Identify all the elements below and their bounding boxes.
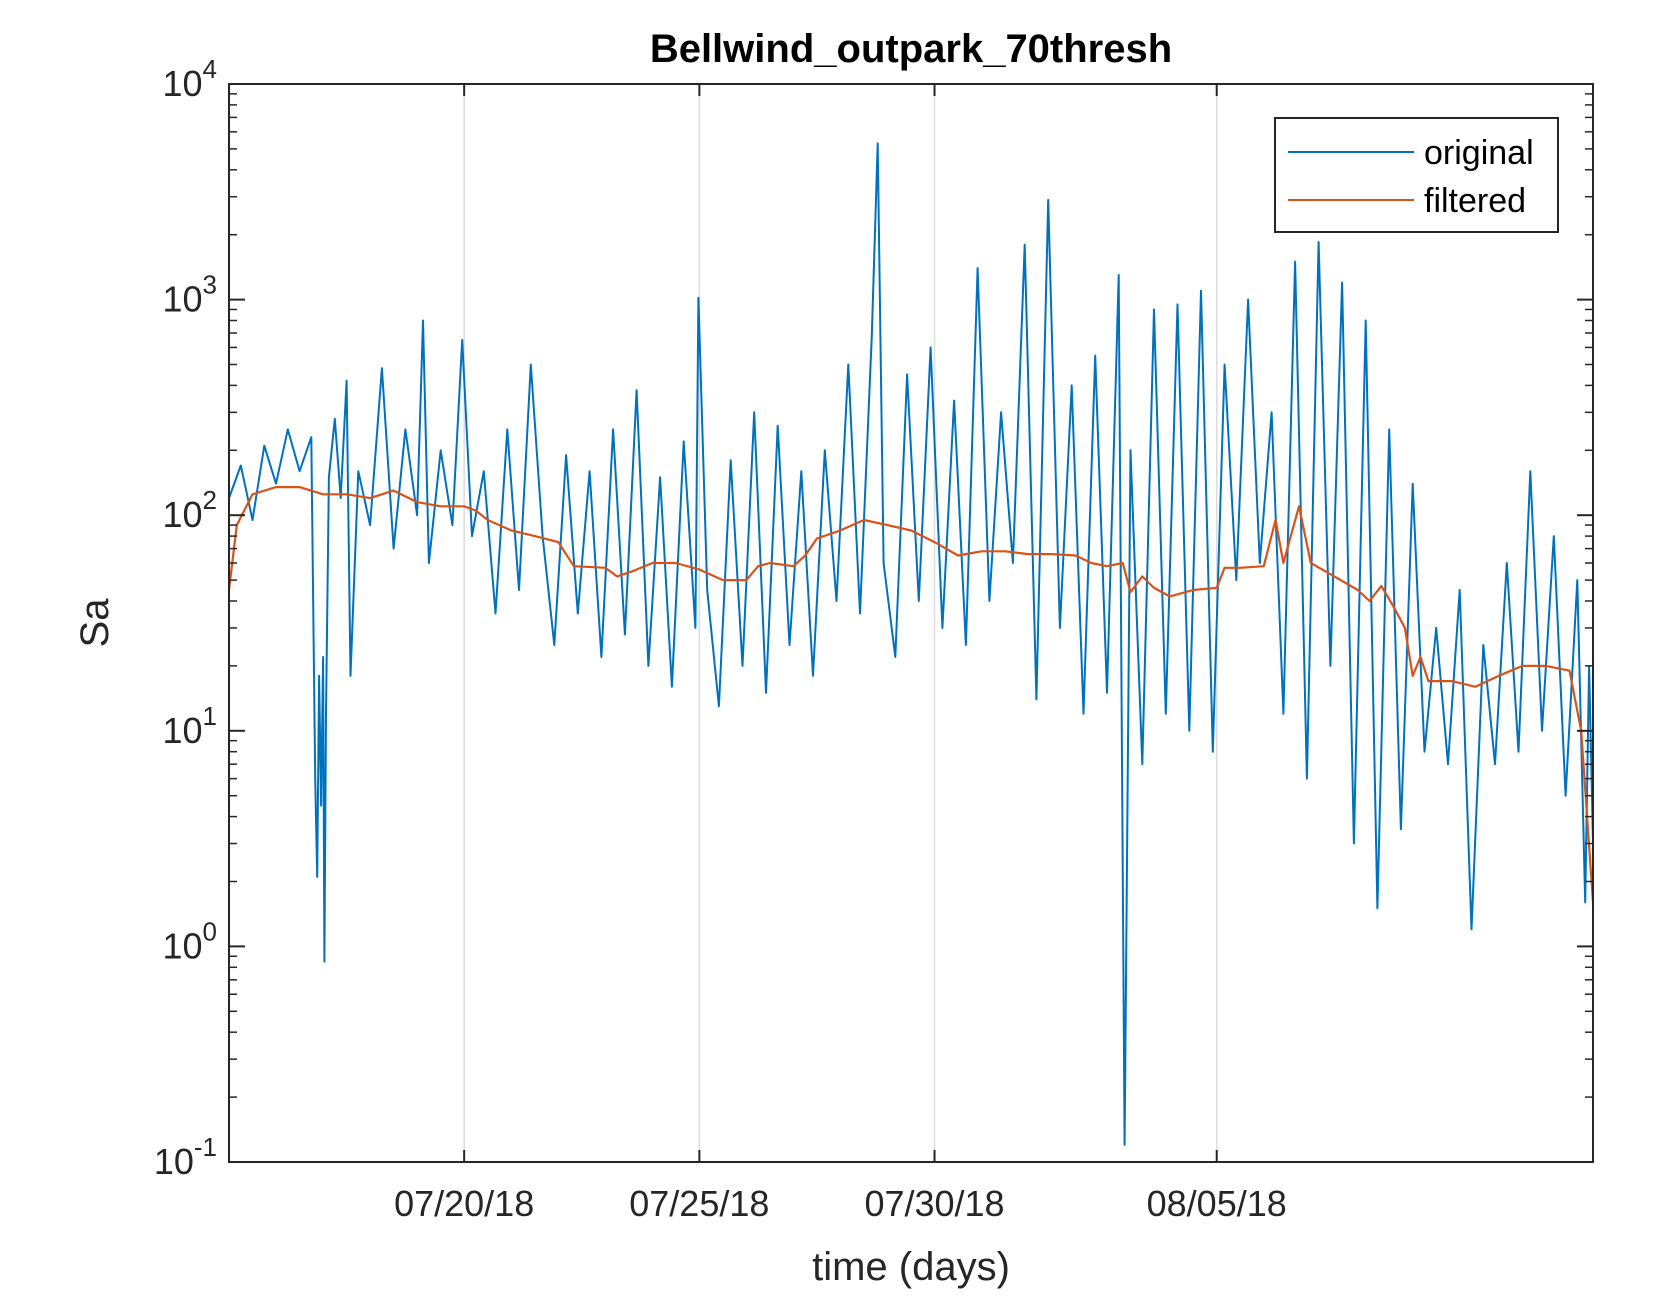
x-tick-label: 07/30/18 [864, 1183, 1004, 1224]
series-line-original [229, 142, 1593, 1146]
y-tick-label: 101 [162, 701, 217, 751]
tick-labels: 07/20/18 07/25/18 07/30/18 08/05/18 10-1 100 1… [154, 54, 1287, 1224]
y-tick-label: 103 [162, 270, 217, 320]
axes-box [228, 83, 1594, 1163]
y-axis-label: Sa [73, 598, 117, 648]
y-tick-label: 10-1 [154, 1132, 217, 1182]
axis-ticks [229, 83, 1593, 1163]
legend-box [1274, 117, 1559, 233]
plot-area [229, 142, 1593, 1146]
x-axis-label: time (days) [812, 1245, 1010, 1289]
x-tick-label: 07/20/18 [394, 1183, 534, 1224]
legend-label-filtered: filtered [1424, 182, 1526, 220]
y-tick-label: 104 [162, 54, 217, 104]
y-tick-label: 102 [162, 485, 217, 535]
legend-label-original: original [1424, 134, 1534, 172]
x-tick-label: 08/05/18 [1147, 1183, 1287, 1224]
y-tick-label: 100 [162, 916, 217, 966]
legend: original filtered [1274, 117, 1559, 233]
series-layer [229, 142, 1593, 1146]
x-tick-label: 07/25/18 [629, 1183, 769, 1224]
chart-title: Bellwind_outpark_70thresh [650, 27, 1172, 71]
series-line-filtered [229, 486, 1593, 903]
